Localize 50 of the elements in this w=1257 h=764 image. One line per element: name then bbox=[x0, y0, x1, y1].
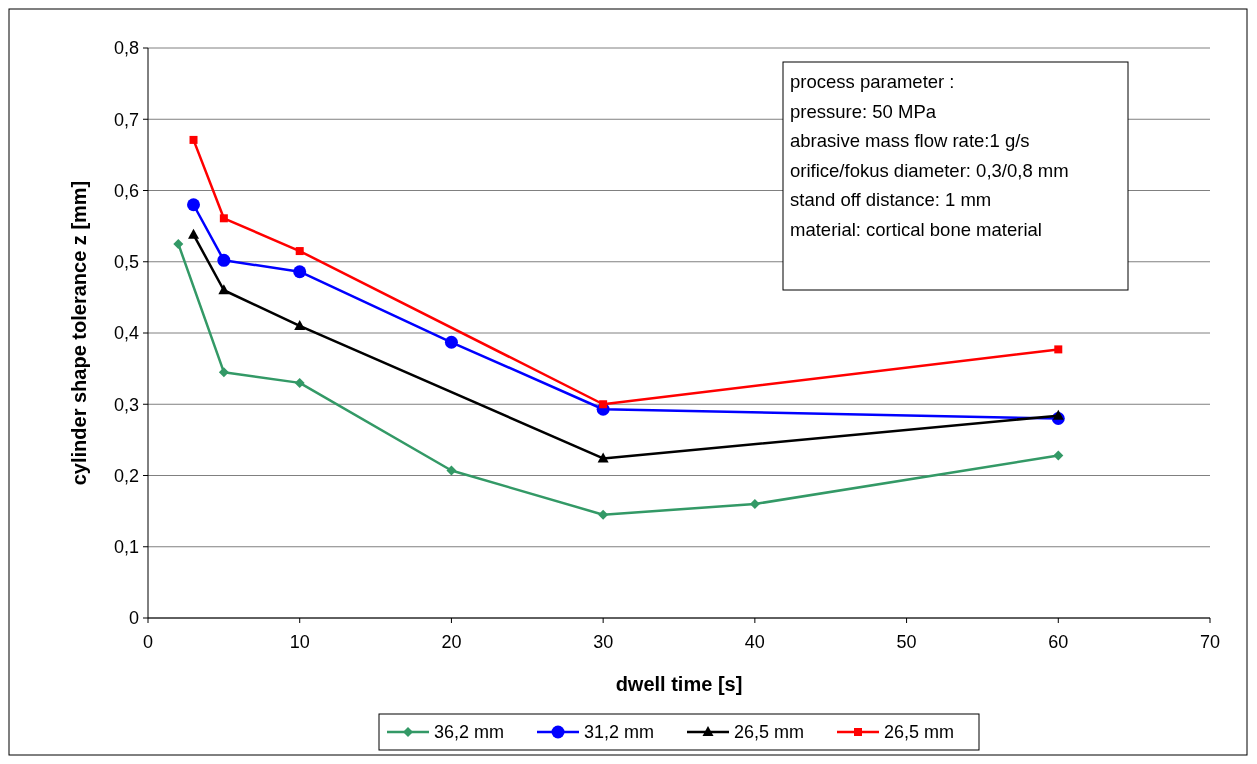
x-tick-label: 20 bbox=[441, 632, 462, 652]
y-tick-label: 0,6 bbox=[113, 180, 139, 201]
point bbox=[295, 247, 304, 256]
point bbox=[188, 228, 200, 239]
point bbox=[219, 214, 228, 223]
point bbox=[218, 284, 230, 295]
point bbox=[446, 465, 457, 476]
annotation: material: cortical bone material bbox=[790, 218, 1042, 240]
point bbox=[173, 238, 184, 249]
y-tick-label: 0,8 bbox=[113, 38, 139, 59]
legend-label: 31,2 mm bbox=[584, 722, 655, 743]
point bbox=[218, 367, 229, 378]
point bbox=[749, 499, 760, 509]
point bbox=[1052, 409, 1064, 420]
y-tick-label: 0 bbox=[128, 608, 139, 629]
y-tick-label: 0,3 bbox=[113, 394, 139, 415]
point bbox=[1053, 450, 1064, 461]
point bbox=[444, 335, 458, 349]
point bbox=[217, 253, 231, 267]
y-tick-label: 0,4 bbox=[113, 323, 139, 344]
annotation: orifice/fokus diameter: 0,3/0,8 mm bbox=[790, 159, 1069, 181]
y-tick-label: 0,7 bbox=[113, 109, 139, 130]
x-tick-label: 10 bbox=[289, 632, 310, 652]
point bbox=[187, 198, 201, 212]
x-axis-title: dwell time [s] bbox=[615, 673, 743, 695]
x-tick-label: 40 bbox=[744, 632, 765, 652]
point bbox=[598, 509, 609, 520]
x-tick-label: 70 bbox=[1199, 632, 1221, 652]
legend-label: 26,5 mm bbox=[734, 722, 805, 743]
annotation: stand off distance: 1 mm bbox=[790, 189, 992, 210]
x-tick-label: 0 bbox=[142, 632, 154, 652]
point bbox=[189, 135, 198, 144]
annotation: abrasive mass flow rate:1 g/s bbox=[790, 130, 1030, 151]
point bbox=[1054, 345, 1063, 354]
y-tick-label: 0,1 bbox=[113, 537, 139, 558]
x-tick-label: 30 bbox=[593, 632, 614, 652]
x-tick-label: 50 bbox=[896, 632, 917, 652]
point bbox=[294, 377, 305, 388]
legend-label: 26,5 mm bbox=[884, 722, 955, 743]
point bbox=[597, 452, 609, 463]
annotation: process parameter : bbox=[790, 71, 955, 92]
x-tick-label: 60 bbox=[1048, 632, 1069, 652]
point bbox=[293, 265, 307, 279]
y-tick-label: 0,2 bbox=[113, 465, 139, 486]
y-axis-title: cylinder shape tolerance z [mm] bbox=[68, 180, 90, 486]
point bbox=[599, 400, 608, 409]
annotation: pressure: 50 MPa bbox=[790, 100, 937, 122]
legend-label: 36,2 mm bbox=[434, 722, 505, 743]
point bbox=[294, 319, 306, 330]
y-tick-label: 0,5 bbox=[113, 252, 139, 273]
